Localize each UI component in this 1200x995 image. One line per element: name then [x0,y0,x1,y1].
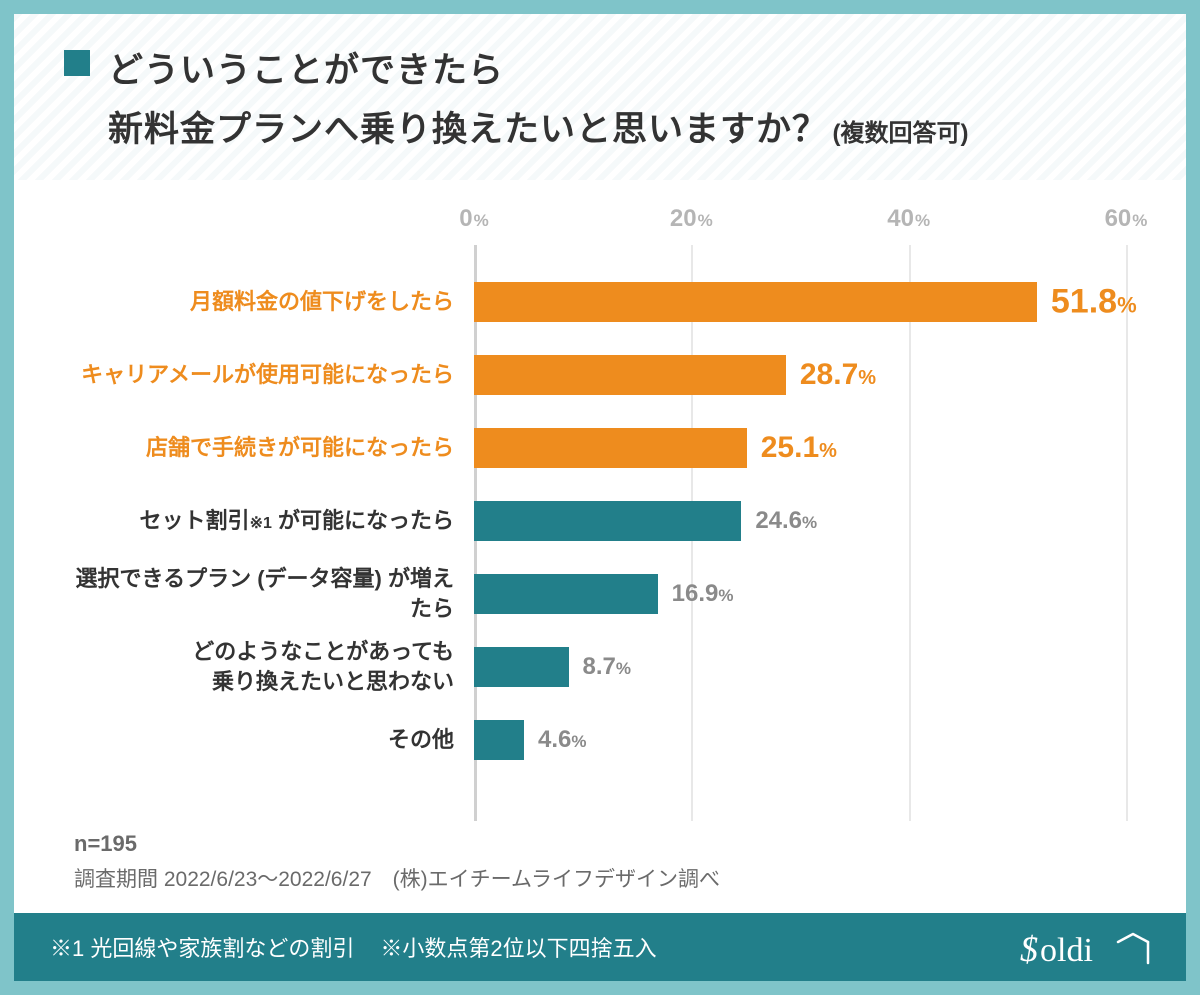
axis-tick-label: 40% [887,205,930,233]
card: どういうことができたら 新料金プランへ乗り換えたいと思いますか？ (複数回答可)… [14,14,1186,981]
bar-track: 4.6% [474,720,1126,760]
bar-row: どのようなことがあっても乗り換えたいと思わない 8.7% [74,630,1126,703]
footer: ※1 光回線や家族割などの割引 ※小数点第2位以下四捨五入 $ oldi [14,913,1186,981]
header: どういうことができたら 新料金プランへ乗り換えたいと思いますか？ (複数回答可) [14,14,1186,180]
brand-logo: $ oldi [1020,925,1150,969]
bar-label: どのようなことがあっても乗り換えたいと思わない [74,637,474,696]
axis-tick-label: 60% [1105,205,1148,233]
bar-row: 選択できるプラン (データ容量) が増えたら 16.9% [74,557,1126,630]
bar-value-label: 24.6% [755,507,817,535]
bar-label: 月額料金の値下げをしたら [74,287,474,317]
bar-value-label: 8.7% [583,653,632,681]
sample-size: n=195 [74,831,1126,857]
footer-notes: ※1 光回線や家族割などの割引 ※小数点第2位以下四捨五入 [50,931,657,963]
bar-label: その他 [74,725,474,755]
bar-label: 選択できるプラン (データ容量) が増えたら [74,564,474,623]
bar [474,720,524,760]
bar-track: 25.1% [474,428,1126,468]
footnote-block: n=195 調査期間 2022/6/23〜2022/6/27 (株)エイチームラ… [14,831,1186,913]
bar-track: 16.9% [474,574,1126,614]
plot-area: 月額料金の値下げをしたら51.8% キャリアメールが使用可能になったら 28.7% 店… [74,245,1126,821]
bar-value-label: 28.7% [800,358,876,392]
title-qualifier: (複数回答可) [832,120,968,147]
bar-row: 月額料金の値下げをしたら51.8% [74,265,1126,338]
bar-value-label: 25.1% [761,431,837,465]
bar [474,428,747,468]
footer-note-1: ※1 光回線や家族割などの割引 [50,931,354,963]
bar-row: セット割引※1 が可能になったら 24.6% [74,484,1126,557]
footer-note-2: ※小数点第2位以下四捨五入 [380,931,656,963]
bar-row: 店舗で手続きが可能になったら 25.1% [74,411,1126,484]
svg-text:$: $ [1020,929,1038,969]
svg-text:oldi: oldi [1040,932,1093,969]
axis-tick-label: 0% [459,205,488,233]
bar [474,501,741,541]
bar-track: 8.7% [474,647,1126,687]
title-line-2: 新料金プランへ乗り換えたいと思いますか？ (複数回答可) [108,101,968,152]
bar-row: その他 4.6% [74,703,1126,776]
bar-track: 51.8% [474,282,1126,322]
bar-label: 店舗で手続きが可能になったら [74,433,474,463]
axis-tick-label: 20% [670,205,713,233]
bar [474,574,658,614]
bar-track: 24.6% [474,501,1126,541]
bar-track: 28.7% [474,355,1126,395]
bar-value-label: 16.9% [672,580,734,608]
bar [474,647,569,687]
title-question: 新料金プランへ乗り換えたいと思いますか？ [108,110,828,149]
outer-frame: どういうことができたら 新料金プランへ乗り換えたいと思いますか？ (複数回答可)… [0,0,1200,995]
title-block: どういうことができたら 新料金プランへ乗り換えたいと思いますか？ (複数回答可) [108,42,968,152]
survey-period: 調査期間 2022/6/23〜2022/6/27 (株)エイチームライフデザイン… [74,863,1126,893]
bar-value-label: 4.6% [538,726,587,754]
bar [474,355,786,395]
bar-row: キャリアメールが使用可能になったら 28.7% [74,338,1126,411]
x-axis-labels: 0%20%40%60% [74,205,1126,235]
grid-line [1126,245,1128,821]
bar [474,282,1037,322]
bar-label: キャリアメールが使用可能になったら [74,360,474,390]
title-marker-icon [64,50,90,76]
bar-rows: 月額料金の値下げをしたら51.8% キャリアメールが使用可能になったら 28.7% 店… [74,265,1126,776]
bar-value-label: 51.8% [1051,282,1137,321]
title-line-1: どういうことができたら [108,42,968,93]
chart-area: 0%20%40%60%月額料金の値下げをしたら51.8%キャリアメールが使用可能… [14,180,1186,831]
bar-label: セット割引※1 が可能になったら [74,506,474,536]
